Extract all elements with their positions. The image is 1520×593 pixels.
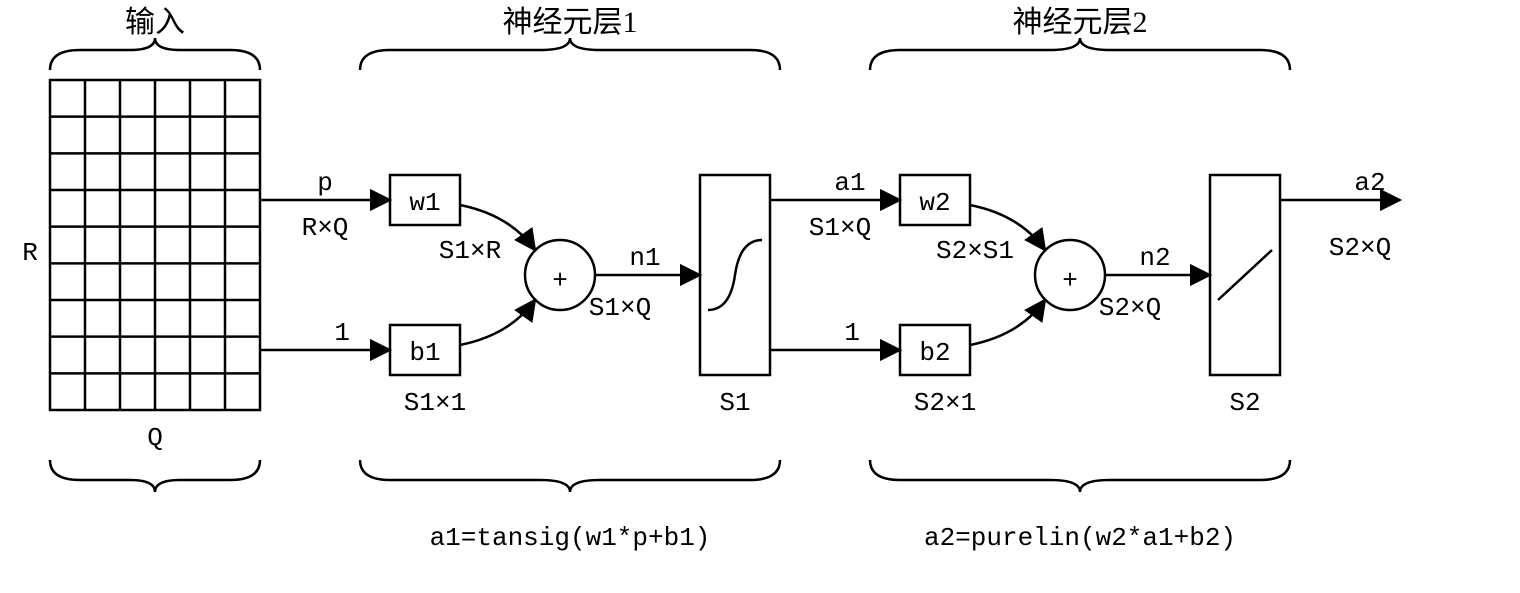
S2-label: S2: [1229, 388, 1260, 418]
w1-label: w1: [409, 188, 440, 218]
eq1: a1=tansig(w1*p+b1): [430, 523, 711, 553]
RxQ-label: R×Q: [302, 213, 349, 243]
R-label: R: [22, 238, 38, 268]
n2-dim: S2×Q: [1099, 293, 1161, 323]
b2-label: b2: [919, 338, 950, 368]
header-layer2: 神经元层2: [1013, 6, 1148, 39]
input-grid: [50, 80, 260, 410]
eq2: a2=purelin(w2*a1+b2): [924, 523, 1236, 553]
a2-label: a2: [1354, 168, 1385, 198]
sum2-label: +: [1062, 266, 1078, 296]
a2-dim: S2×Q: [1329, 233, 1391, 263]
header-input: 输入: [125, 6, 185, 39]
Q-label-bottom: Q: [147, 423, 163, 453]
b1-dim: S1×1: [404, 388, 466, 418]
p-label: p: [317, 168, 333, 198]
w1-dim: S1×R: [439, 236, 501, 266]
arrow-b1-sum: [460, 300, 535, 345]
w2-label: w2: [919, 188, 950, 218]
b2-dim: S2×1: [914, 388, 976, 418]
brace-input-top: [50, 38, 260, 70]
a1-dim: S1×Q: [809, 213, 871, 243]
header-layer1: 神经元层1: [503, 6, 638, 39]
brace-layer1-top: [360, 38, 780, 70]
n2-label: n2: [1139, 243, 1170, 273]
w2-dim: S2×S1: [936, 236, 1014, 266]
sum1-label: +: [552, 266, 568, 296]
n1-dim: S1×Q: [589, 293, 651, 323]
one-label-2: 1: [844, 318, 860, 348]
n1-label: n1: [629, 243, 660, 273]
tansig-icon: [708, 240, 762, 310]
one-label-1: 1: [334, 318, 350, 348]
purelin-icon: [1218, 250, 1272, 300]
brace-layer1-bottom: [360, 460, 780, 492]
a1-label: a1: [834, 168, 865, 198]
brace-layer2-top: [870, 38, 1290, 70]
S1-label: S1: [719, 388, 750, 418]
arrow-b2-sum: [970, 300, 1045, 345]
brace-input-bottom: [50, 460, 260, 492]
b1-label: b1: [409, 338, 440, 368]
brace-layer2-bottom: [870, 460, 1290, 492]
